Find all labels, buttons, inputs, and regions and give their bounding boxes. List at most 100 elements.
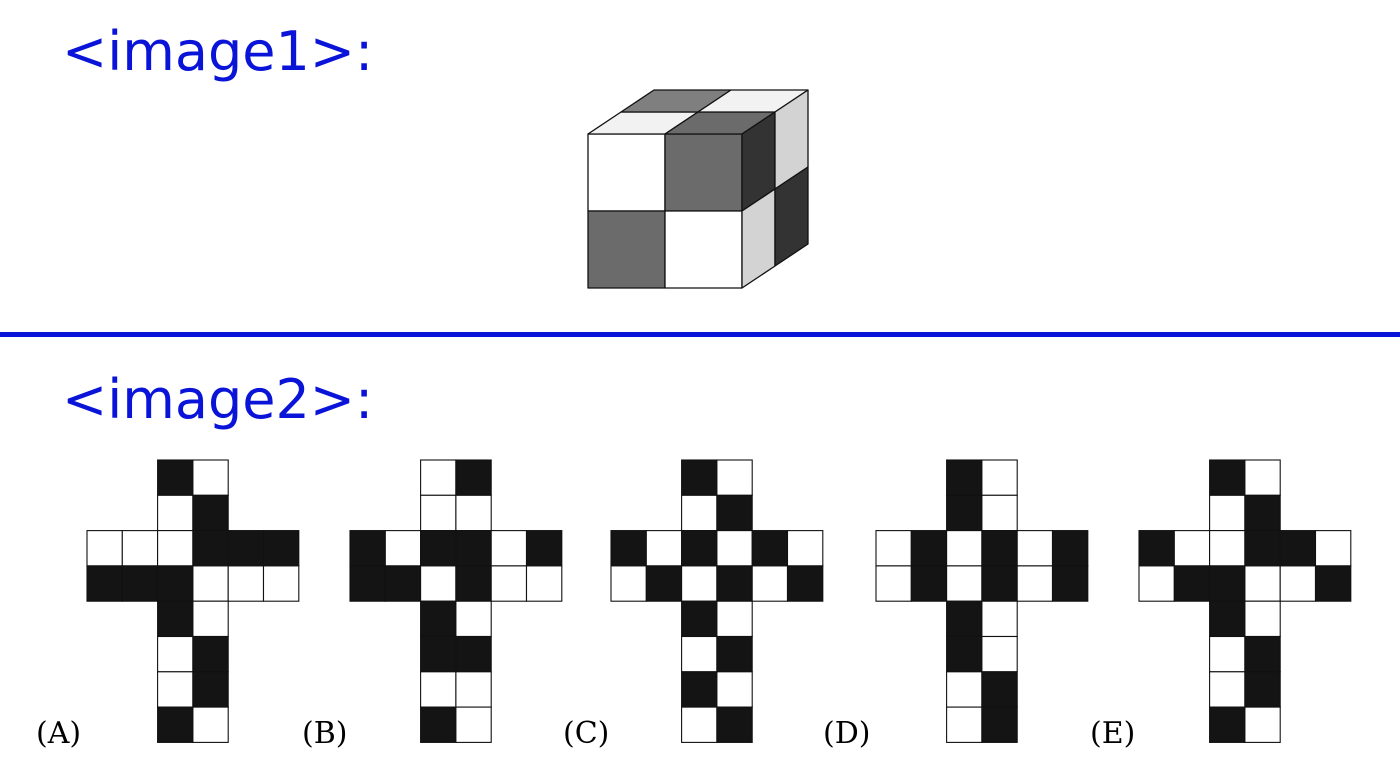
net-cell (1209, 459, 1246, 496)
net-cell (420, 671, 457, 708)
net-cell (875, 530, 912, 567)
net-cell (1244, 635, 1281, 673)
net-cell (875, 565, 912, 602)
net-cell (981, 494, 1018, 532)
net-cell (751, 565, 789, 602)
net-cell (192, 671, 229, 708)
net-cell (86, 530, 123, 567)
net-cell (681, 635, 718, 673)
cube-front-cell (664, 133, 743, 212)
net-cell (455, 459, 492, 496)
cube-figure (587, 89, 809, 289)
net-cell (420, 600, 457, 638)
net-cell (420, 635, 457, 673)
net-cell (1051, 530, 1089, 567)
net-cell (716, 671, 753, 708)
net-cell (1016, 530, 1054, 567)
net-cell (384, 530, 422, 567)
net-cell (349, 565, 386, 602)
net-cell (981, 706, 1018, 743)
net-cell (946, 671, 983, 708)
net-cell (681, 459, 718, 496)
net-cell (1016, 565, 1054, 602)
net-option-c: (C) (563, 459, 824, 750)
net-cell (716, 635, 753, 673)
net-cell (1209, 635, 1246, 673)
net-cell (455, 671, 492, 708)
net-cell (262, 530, 300, 567)
net-cell (157, 635, 194, 673)
net-cell (420, 565, 457, 602)
net-cell (455, 600, 492, 638)
net-cell (681, 530, 718, 567)
net-cell (1051, 565, 1089, 602)
net-cell (455, 494, 492, 532)
net-cell (525, 565, 563, 602)
net-cell (121, 565, 159, 602)
net-cell (716, 459, 753, 496)
net-cell (490, 530, 528, 567)
net-cell (455, 635, 492, 673)
net-cell (455, 706, 492, 743)
net-cell (910, 530, 948, 567)
net-cell (420, 706, 457, 743)
net-cell (192, 459, 229, 496)
net-cell (490, 565, 528, 602)
net-cell (716, 706, 753, 743)
net-cell (1244, 706, 1281, 743)
net-cell (716, 494, 753, 532)
net-cell (1209, 706, 1246, 743)
net-cell (525, 530, 563, 567)
net-cell (981, 635, 1018, 673)
cube-net-options: (A) (B) (C) (D) (E) (36, 459, 1352, 750)
net-cell (192, 706, 229, 743)
net-cell (1314, 565, 1352, 602)
net-cell (1209, 494, 1246, 532)
option-label: (B) (302, 716, 347, 750)
net-cell (157, 706, 194, 743)
option-label: (D) (823, 716, 870, 750)
cube-front-cell (587, 210, 666, 289)
net-cell (121, 530, 159, 567)
net-cell (681, 600, 718, 638)
net-cell (751, 530, 789, 567)
section-divider (0, 332, 1400, 337)
net-cell (645, 530, 683, 567)
net-cell (786, 530, 824, 567)
net-cell (1244, 565, 1281, 602)
option-label: (A) (36, 716, 81, 750)
net-cell (681, 706, 718, 743)
net-cell (86, 565, 123, 602)
net-cell (1209, 671, 1246, 708)
net-cell (1244, 530, 1281, 567)
net-cell (946, 635, 983, 673)
option-label: (E) (1090, 716, 1135, 750)
net-cell (455, 530, 492, 567)
net-cell (262, 565, 300, 602)
net-cell (1209, 565, 1246, 602)
net-cell (1138, 565, 1175, 602)
net-cell (349, 530, 386, 567)
net-cell (1279, 530, 1317, 567)
net-cell (192, 635, 229, 673)
net-cell (786, 565, 824, 602)
net-cell (946, 494, 983, 532)
cube-front-cell (664, 210, 743, 289)
net-cell (192, 530, 229, 567)
net-option-b: (B) (302, 459, 563, 750)
net-cell (1209, 530, 1246, 567)
net-cell (1244, 600, 1281, 638)
cube-front-cell (587, 133, 666, 212)
image2-label: <image2>: (62, 368, 374, 431)
net-cell (1138, 530, 1175, 567)
net-cell (1173, 530, 1211, 567)
net-cell (716, 600, 753, 638)
net-cell (981, 600, 1018, 638)
net-cell (227, 530, 265, 567)
net-cell (910, 565, 948, 602)
net-option-d: (D) (823, 459, 1089, 750)
net-cell (1314, 530, 1352, 567)
net-cell (420, 494, 457, 532)
image1-label: <image1>: (62, 20, 374, 83)
net-cell (1173, 565, 1211, 602)
